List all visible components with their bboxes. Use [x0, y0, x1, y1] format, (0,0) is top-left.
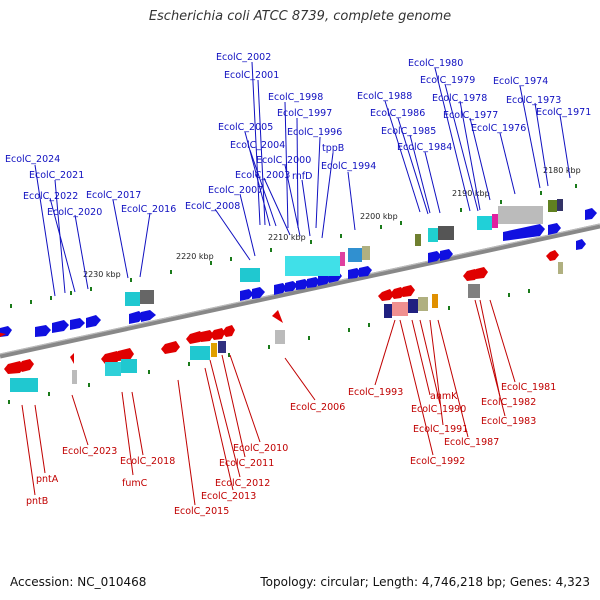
gene-label: pntA: [36, 474, 59, 485]
gene-label: EcolC_2011: [219, 458, 274, 469]
gene-label: EcolC_1985: [381, 126, 436, 137]
gene-label: EcolC_2002: [216, 52, 271, 63]
gene-label: EcolC_2020: [47, 207, 102, 218]
gene-label: EcolC_1984: [397, 142, 452, 153]
gene-label: EcolC_2008: [185, 201, 240, 212]
genome-backbone: [0, 223, 600, 359]
gene-label: EcolC_1990: [411, 404, 466, 415]
gene-label: EcolC_2023: [62, 446, 117, 457]
gene-label: EcolC_2004: [230, 140, 285, 151]
gene-label: EcolC_1978: [432, 93, 487, 104]
gene-label: rnfD: [292, 171, 312, 182]
gene-label: EcolC_2005: [218, 122, 273, 133]
gene-label: EcolC_1986: [370, 108, 425, 119]
gene-label: EcolC_1992: [410, 456, 465, 467]
gene-label: EcolC_2006: [290, 402, 345, 413]
gene-label: EcolC_2007: [208, 185, 263, 196]
gene-label: pntB: [26, 496, 48, 507]
reverse-features: [10, 262, 563, 392]
gene-label: EcolC_1971: [536, 107, 591, 118]
forward-leaders: [34, 61, 571, 297]
tick-label: 2190 kbp: [452, 189, 490, 198]
reverse-leaders: [21, 299, 516, 506]
tick-label: 2200 kbp: [360, 212, 398, 221]
gene-label: EcolC_1979: [420, 75, 475, 86]
gene-label: EcolC_2024: [5, 154, 60, 165]
map-title: Escherichia coli ATCC 8739, complete gen…: [148, 9, 452, 24]
accession-text: Accession: NC_010468: [10, 575, 147, 589]
gene-label: EcolC_2015: [174, 506, 229, 517]
gene-label: EcolC_2017: [86, 190, 141, 201]
forward-genes: [0, 208, 597, 337]
gene-label: EcolC_2018: [120, 456, 175, 467]
gene-label: EcolC_2022: [23, 191, 78, 202]
gene-label: EcolC_1981: [501, 382, 556, 393]
gene-label: EcolC_1982: [481, 397, 536, 408]
gene-label: EcolC_1973: [506, 95, 561, 106]
gene-label: EcolC_1974: [493, 76, 548, 87]
gene-label: EcolC_1996: [287, 127, 342, 138]
tick-label: 2230 kbp: [83, 270, 121, 279]
gene-label: tppB: [322, 143, 344, 154]
gene-label: EcolC_2013: [201, 491, 256, 502]
gene-label: EcolC_1976: [471, 123, 526, 134]
gene-label: EcolC_2021: [29, 170, 84, 181]
gene-label: anmK: [430, 391, 458, 402]
forward-features: [125, 199, 563, 306]
tick-label: 2180 kbp: [543, 166, 581, 175]
gene-label: EcolC_2016: [121, 204, 176, 215]
gene-label: EcolC_1988: [357, 91, 412, 102]
gene-label: EcolC_1987: [444, 437, 499, 448]
gene-label: EcolC_1997: [277, 108, 332, 119]
gene-label: EcolC_1980: [408, 58, 463, 69]
gene-label: EcolC_2003: [235, 170, 290, 181]
gene-label: EcolC_1994: [321, 161, 376, 172]
gene-label: EcolC_2012: [215, 478, 270, 489]
tick-label: 2210 kbp: [268, 233, 306, 242]
tick-label: 2220 kbp: [176, 252, 214, 261]
gene-label: EcolC_2000: [256, 155, 311, 166]
gene-label: fumC: [122, 478, 148, 489]
gene-label: EcolC_1983: [481, 416, 536, 427]
gene-label: EcolC_2001: [224, 70, 279, 81]
gene-label: EcolC_1998: [268, 92, 323, 103]
gene-label: EcolC_1977: [443, 110, 498, 121]
gene-label: EcolC_2010: [233, 443, 288, 454]
reverse-genes: [0, 250, 559, 374]
genome-summary-text: Topology: circular; Length: 4,746,218 bp…: [260, 575, 590, 589]
gene-label: EcolC_1991: [413, 424, 468, 435]
track-dots: [8, 184, 577, 404]
gene-label: EcolC_1993: [348, 387, 403, 398]
